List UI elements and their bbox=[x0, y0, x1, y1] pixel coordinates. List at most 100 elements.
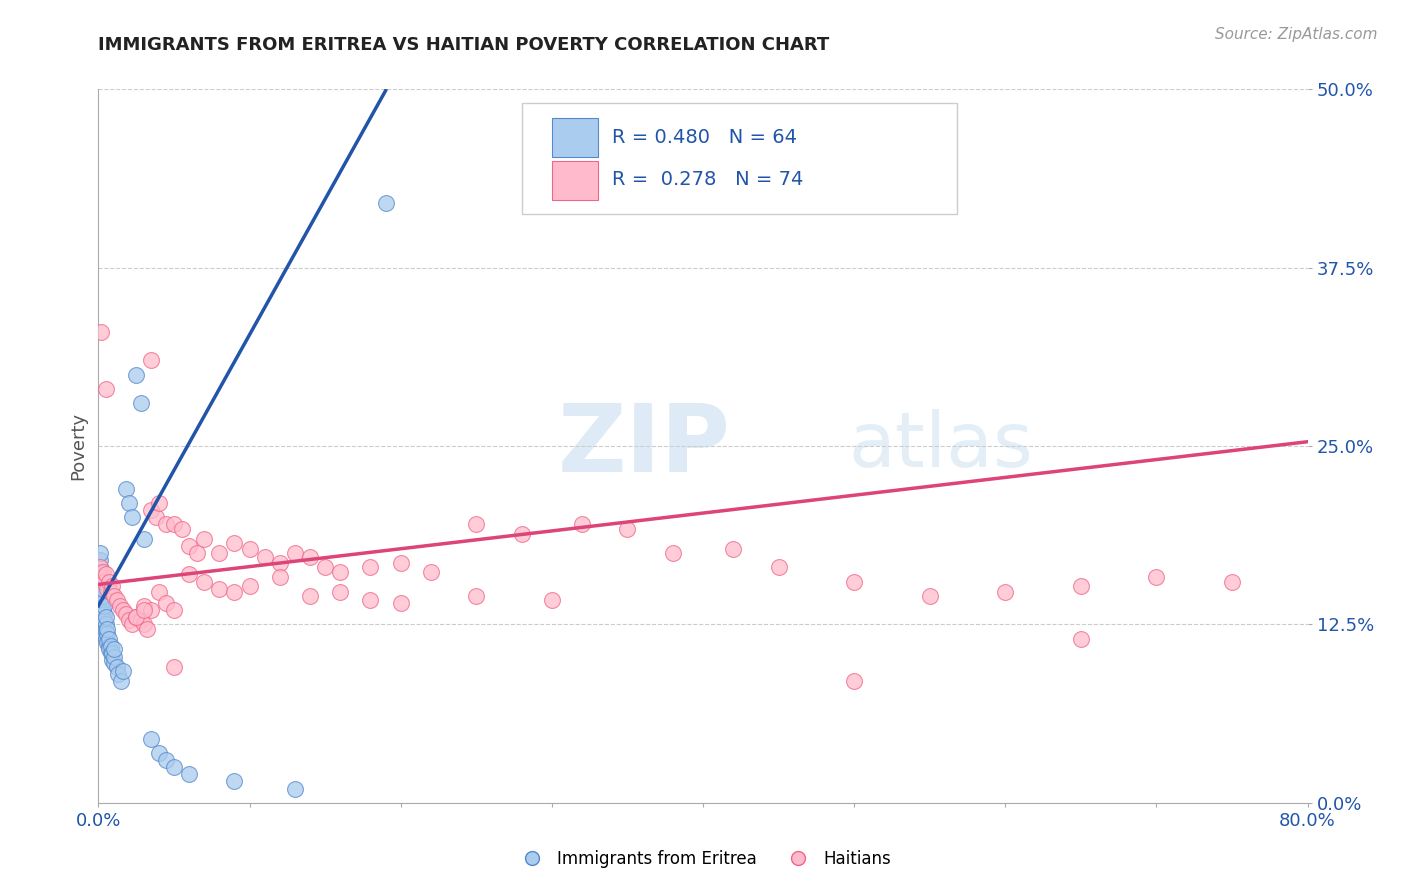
Text: Source: ZipAtlas.com: Source: ZipAtlas.com bbox=[1215, 27, 1378, 42]
Point bbox=[616, 522, 638, 536]
Point bbox=[94, 610, 117, 624]
Point bbox=[360, 593, 382, 607]
Point bbox=[89, 560, 111, 574]
Point bbox=[145, 510, 167, 524]
Point bbox=[170, 522, 193, 536]
Point bbox=[239, 541, 262, 556]
Point bbox=[994, 584, 1017, 599]
Point bbox=[571, 517, 593, 532]
Point bbox=[90, 593, 112, 607]
Text: atlas: atlas bbox=[848, 409, 1033, 483]
Point bbox=[101, 653, 124, 667]
Point bbox=[90, 574, 112, 589]
Point bbox=[132, 603, 155, 617]
Point bbox=[94, 617, 117, 632]
Point bbox=[91, 589, 114, 603]
Y-axis label: Poverty: Poverty bbox=[69, 412, 87, 480]
Point bbox=[103, 589, 125, 603]
Text: ZIP: ZIP bbox=[558, 400, 731, 492]
Point bbox=[114, 482, 136, 496]
Point bbox=[98, 641, 121, 656]
Point bbox=[141, 603, 163, 617]
Point bbox=[93, 613, 115, 627]
Point bbox=[540, 593, 562, 607]
Point bbox=[299, 550, 322, 565]
Point bbox=[98, 639, 121, 653]
Point bbox=[179, 567, 201, 582]
Point bbox=[94, 632, 117, 646]
Point bbox=[163, 517, 186, 532]
Point bbox=[465, 589, 488, 603]
Point bbox=[91, 603, 114, 617]
Point bbox=[253, 550, 276, 565]
Point bbox=[90, 565, 112, 579]
Point bbox=[89, 553, 111, 567]
Point bbox=[98, 632, 121, 646]
Point bbox=[94, 382, 117, 396]
Point bbox=[163, 760, 186, 774]
Point bbox=[135, 622, 157, 636]
Point bbox=[844, 674, 866, 689]
Point bbox=[155, 596, 177, 610]
Point bbox=[129, 396, 152, 410]
Point bbox=[1144, 570, 1167, 584]
Point bbox=[389, 556, 412, 570]
Point bbox=[89, 589, 111, 603]
Point bbox=[114, 607, 136, 622]
Point bbox=[125, 610, 148, 624]
Bar bbox=[551, 118, 598, 157]
Point bbox=[101, 646, 124, 660]
Point bbox=[224, 536, 246, 550]
Point bbox=[89, 567, 111, 582]
Point bbox=[224, 774, 246, 789]
Point bbox=[125, 610, 148, 624]
Point bbox=[91, 565, 114, 579]
Point bbox=[90, 584, 112, 599]
Point bbox=[100, 646, 122, 660]
Text: IMMIGRANTS FROM ERITREA VS HAITIAN POVERTY CORRELATION CHART: IMMIGRANTS FROM ERITREA VS HAITIAN POVER… bbox=[98, 36, 830, 54]
Point bbox=[389, 596, 412, 610]
Point bbox=[90, 325, 112, 339]
Point bbox=[193, 574, 215, 589]
Point bbox=[329, 584, 352, 599]
Point bbox=[844, 574, 866, 589]
Point bbox=[121, 510, 143, 524]
Point bbox=[103, 656, 125, 670]
Point bbox=[155, 753, 177, 767]
Point bbox=[918, 589, 941, 603]
Point bbox=[91, 617, 114, 632]
Point bbox=[96, 582, 118, 596]
Point bbox=[93, 574, 115, 589]
Point bbox=[239, 579, 262, 593]
Point bbox=[118, 496, 141, 510]
Point bbox=[96, 636, 118, 650]
Point bbox=[360, 560, 382, 574]
Point bbox=[90, 607, 112, 622]
Point bbox=[89, 546, 111, 560]
Point bbox=[163, 660, 186, 674]
Point bbox=[141, 353, 163, 368]
Point bbox=[155, 517, 177, 532]
Bar bbox=[551, 161, 598, 200]
Point bbox=[96, 622, 118, 636]
Point bbox=[374, 196, 396, 211]
Point bbox=[148, 746, 170, 760]
Point bbox=[93, 627, 115, 641]
Point bbox=[179, 539, 201, 553]
Point bbox=[103, 641, 125, 656]
Point bbox=[100, 584, 122, 599]
Point bbox=[163, 603, 186, 617]
Point bbox=[179, 767, 201, 781]
FancyBboxPatch shape bbox=[522, 103, 957, 214]
Point bbox=[208, 582, 231, 596]
Point bbox=[329, 565, 352, 579]
Point bbox=[111, 665, 134, 679]
Point bbox=[105, 660, 128, 674]
Point bbox=[121, 617, 143, 632]
Point bbox=[1220, 574, 1243, 589]
Point bbox=[768, 560, 790, 574]
Point bbox=[100, 639, 122, 653]
Point bbox=[89, 603, 111, 617]
Point bbox=[148, 496, 170, 510]
Point bbox=[94, 567, 117, 582]
